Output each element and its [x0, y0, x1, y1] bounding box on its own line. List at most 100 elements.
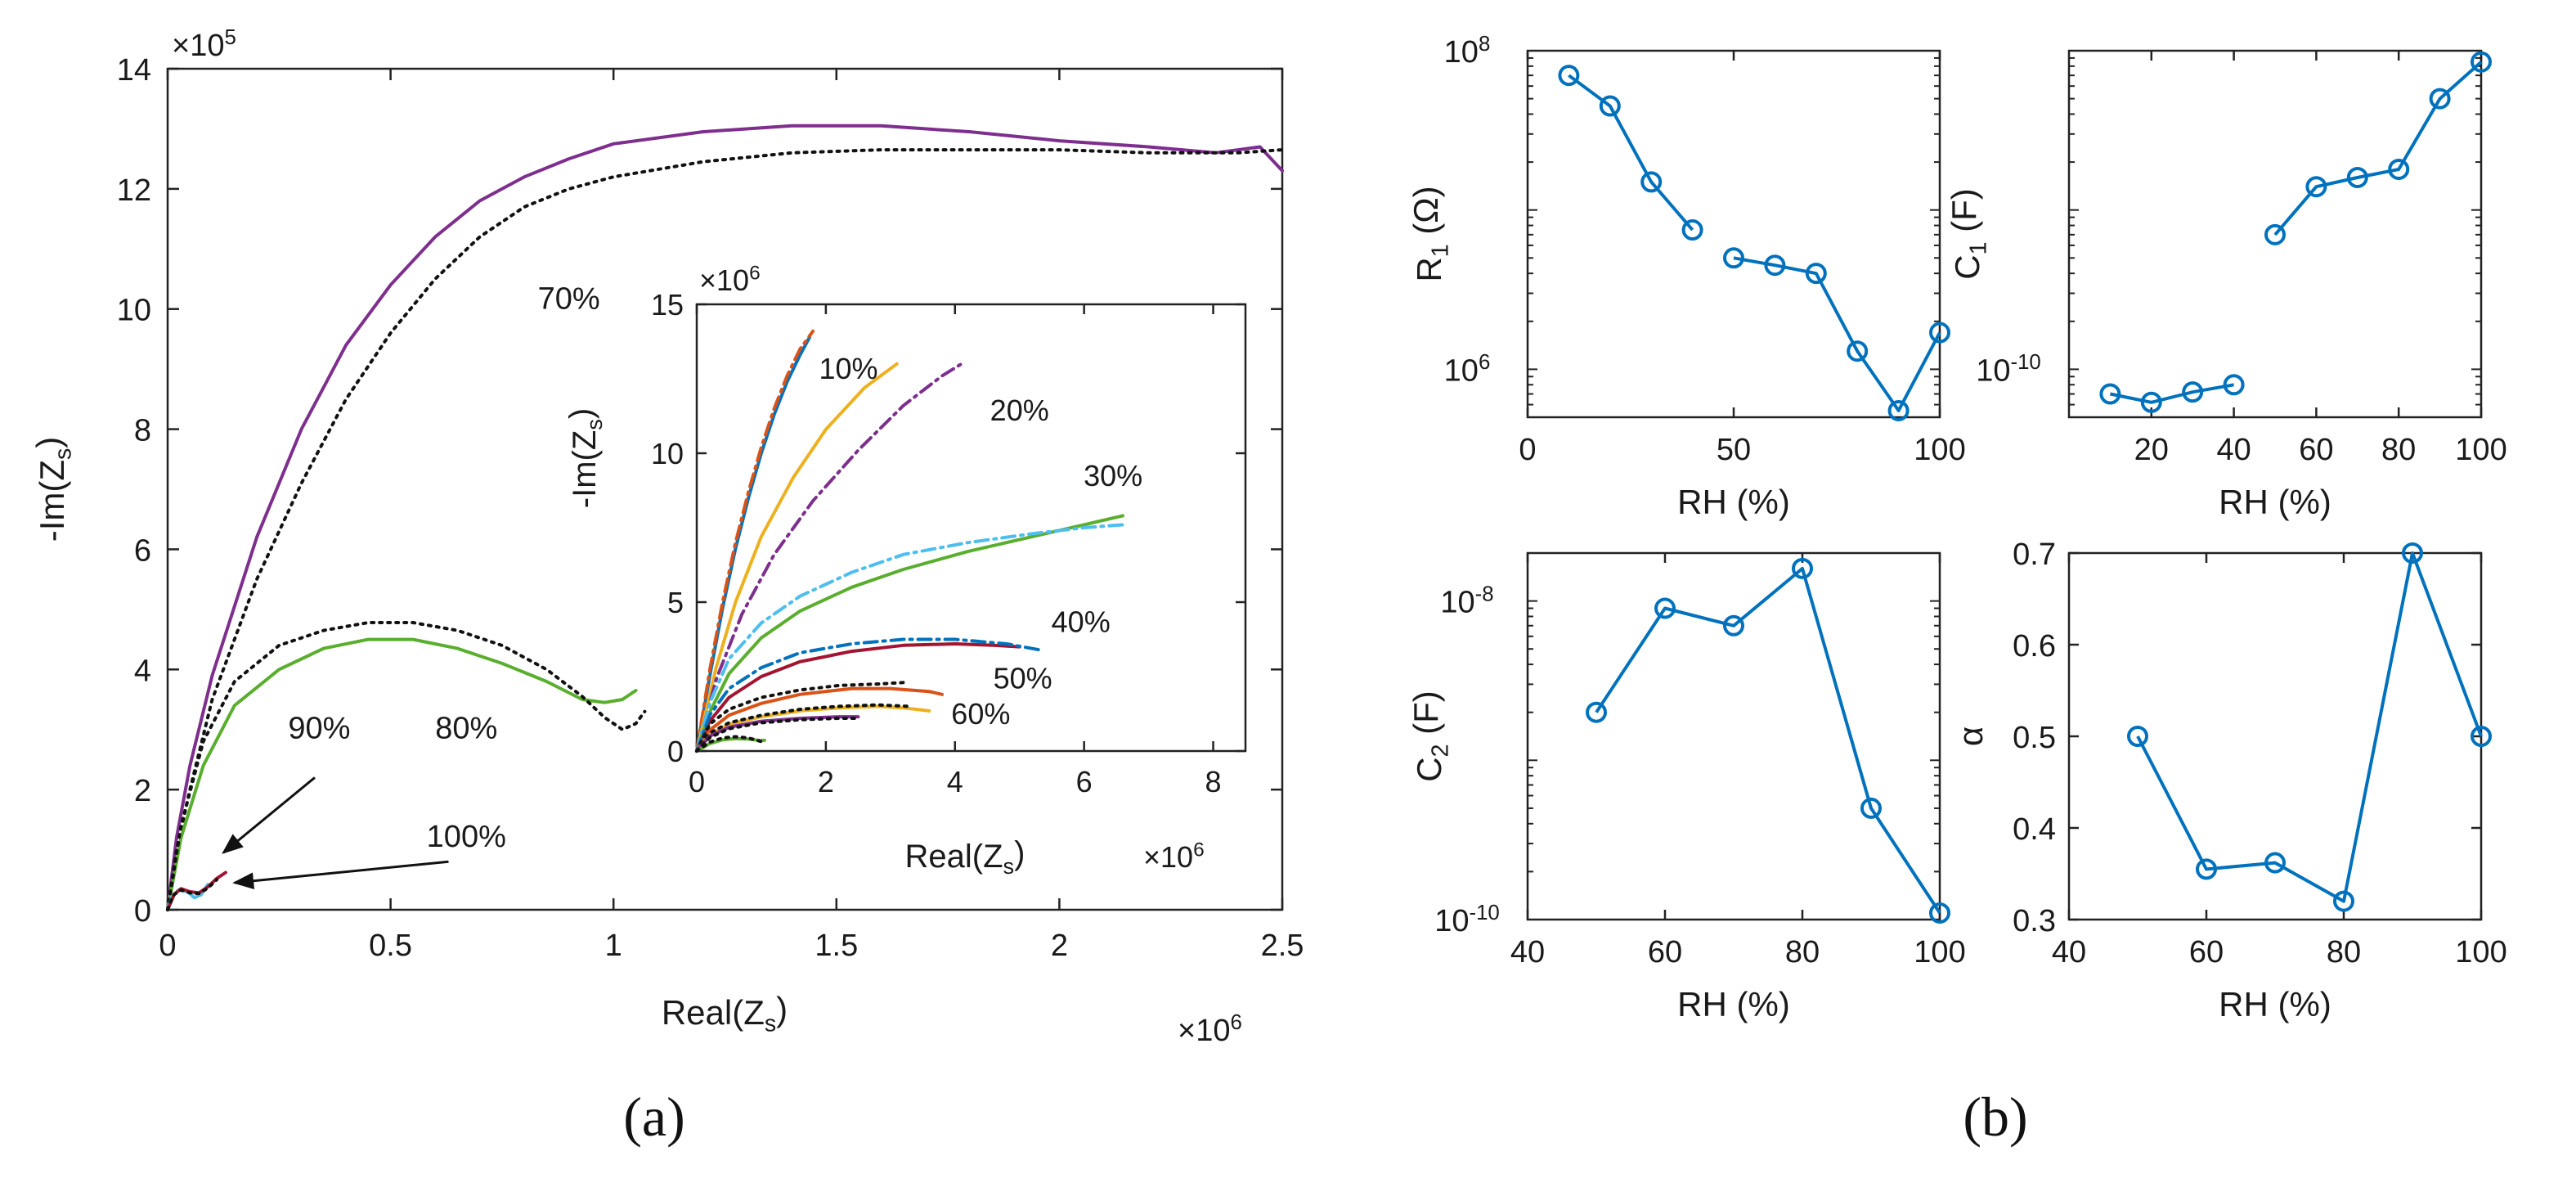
b1-data-point: [1723, 247, 1744, 269]
main-x-tick-label: 2: [1051, 929, 1068, 963]
inset-series-50-measured: [695, 686, 944, 753]
b2-x-tick-label: 60: [2299, 433, 2333, 467]
inset-x-multiplier: ×106: [1143, 839, 1205, 874]
main-series-70-measured: [166, 124, 1284, 911]
inset-annotation-30-pct: 30%: [1084, 459, 1142, 493]
b2-data-point: [2182, 381, 2204, 403]
b2-data-point: [2099, 383, 2121, 405]
b1-x-axis-label: RH (%): [1677, 483, 1790, 521]
b1-data-point: [1681, 219, 1703, 241]
b2-data-point: [2305, 176, 2327, 198]
main-y-tick-label: 14: [117, 53, 151, 88]
main-x-tick-label: 0.5: [369, 929, 412, 963]
inset-x-tick-label: 0: [689, 765, 705, 798]
main-annotation-100-pct: 100%: [427, 820, 506, 854]
b3-data-point: [1723, 614, 1744, 636]
main-y-tick-label: 6: [134, 533, 151, 568]
main-annotation-80-pct: 80%: [435, 712, 497, 746]
inset-annotation-10-pct: 10%: [819, 352, 877, 385]
b3-data-point: [1586, 701, 1607, 723]
inset-series-40-measured: [695, 642, 1021, 753]
main-arrow-2: [232, 860, 449, 890]
main-y-tick-label: 2: [134, 774, 151, 808]
b1-data-point: [1887, 399, 1910, 421]
b4-y-axis-label: α: [1951, 726, 1990, 746]
inset-x-tick-label: 8: [1205, 765, 1222, 798]
b3-plot-frame: [1526, 551, 1941, 921]
inset-x-tick-label: 4: [947, 765, 963, 798]
main-y-tick-label: 0: [134, 894, 151, 929]
b1-series-line-1: [1568, 74, 1694, 232]
b3-y-axis-label: C2 (F): [1407, 690, 1454, 782]
b2-y-tick-label: 10-10: [1976, 351, 2041, 388]
main-x-tick-label: 1: [605, 929, 622, 963]
b2-data-point: [2346, 166, 2368, 188]
main-series-70-fit: [166, 148, 1284, 911]
main-y-axis-label: -Im(Zs): [29, 437, 77, 542]
b1-data-point: [1640, 171, 1663, 193]
b3-data-point: [1654, 597, 1676, 619]
b3-y-tick-label: 10-8: [1440, 583, 1493, 619]
inset-series-80-inset-fit: [695, 735, 768, 753]
inset-series-20-measured: [695, 362, 899, 753]
main-y-tick-label: 4: [134, 654, 151, 688]
inset-y-multiplier: ×106: [699, 263, 761, 297]
main-annotation-90-pct: 90%: [288, 712, 350, 746]
inset-series-10-fit: [695, 329, 815, 753]
b4-y-tick-label: 0.7: [2013, 538, 2056, 572]
b1-plot-frame: [1526, 49, 1941, 419]
b2-series-line-1: [2109, 383, 2234, 404]
b2-data-point: [2264, 223, 2286, 245]
main-arrow-1: [222, 776, 316, 854]
inset-annotation-50-pct: 50%: [994, 662, 1052, 695]
b2-x-tick-label: 100: [2455, 433, 2506, 467]
main-series-80-fit: [166, 621, 647, 911]
inset-annotation-40-pct: 40%: [1052, 605, 1111, 638]
b1-data-point: [1558, 65, 1580, 87]
main-x-axis-label: Real(Zs): [662, 990, 788, 1037]
inset-y-tick-label: 15: [651, 288, 684, 322]
inset-series-20-fit: [695, 362, 963, 753]
b4-x-tick-label: 60: [2189, 935, 2224, 969]
b4-data-point: [2333, 890, 2354, 912]
inset-x-tick-label: 2: [818, 765, 834, 798]
b4-data-point: [2264, 852, 2286, 874]
main-annotation-70-pct: 70%: [538, 282, 600, 317]
b4-series-line-1: [2136, 551, 2483, 903]
b1-data-point: [1805, 263, 1827, 285]
inset-y-axis-label: -Im(Zs): [563, 408, 607, 508]
b3-x-tick-label: 100: [1914, 935, 1965, 969]
b1-data-point: [1847, 340, 1869, 362]
b4-y-tick-label: 0.5: [2013, 721, 2056, 755]
b1-x-tick-label: 100: [1914, 433, 1965, 467]
b3-data-point: [1929, 902, 1950, 924]
panel-label-a: (a): [623, 1086, 684, 1148]
inset-x-axis-label: Real(Zs): [905, 835, 1025, 879]
main-x-multiplier: ×106: [1178, 1011, 1242, 1048]
b2-x-axis-label: RH (%): [2219, 483, 2331, 521]
inset-annotation-20-pct: 20%: [990, 394, 1049, 427]
main-series-low-fit: [166, 878, 218, 911]
b2-data-point: [2140, 391, 2162, 413]
b2-data-point: [2429, 88, 2451, 110]
b1-data-point: [1599, 95, 1621, 117]
b3-x-tick-label: 80: [1785, 935, 1820, 969]
b1-y-tick-label: 108: [1444, 33, 1491, 70]
b1-series-line-2: [1733, 256, 1941, 412]
b4-y-tick-label: 0.4: [2013, 812, 2056, 847]
main-y-tick-label: 10: [117, 294, 151, 328]
b2-x-tick-label: 40: [2216, 433, 2251, 467]
b3-data-point: [1860, 797, 1882, 819]
b3-x-tick-label: 40: [1510, 935, 1545, 969]
b3-x-axis-label: RH (%): [1677, 985, 1790, 1023]
b3-y-tick-label: 10-10: [1434, 902, 1500, 938]
b4-data-point: [2402, 542, 2423, 564]
b2-y-axis-label: C1 (F): [1945, 188, 1992, 280]
b4-x-tick-label: 100: [2455, 935, 2506, 969]
inset-series-30-fit: [695, 523, 1124, 753]
b4-x-tick-label: 40: [2052, 935, 2086, 969]
inset-plot-frame: [695, 303, 1247, 753]
b1-x-tick-label: 0: [1519, 433, 1536, 467]
b4-y-tick-label: 0.3: [2013, 904, 2056, 938]
